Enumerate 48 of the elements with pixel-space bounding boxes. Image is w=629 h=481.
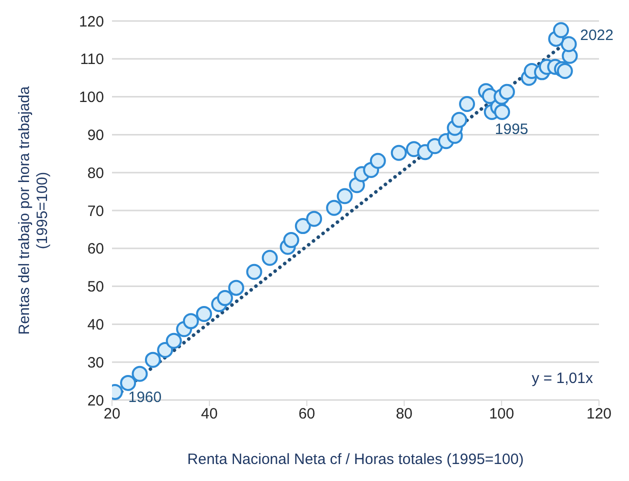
point: [120, 374, 136, 391]
point: [283, 232, 300, 248]
y-tick-label: 20: [87, 392, 104, 410]
point: [144, 352, 161, 368]
x-tick-label: 20: [104, 406, 120, 423]
annotation: 1960: [128, 389, 162, 406]
x-tick-label: 40: [201, 406, 218, 423]
x-tick-label: 80: [396, 406, 413, 423]
point: [560, 36, 577, 52]
y-tick-label: 50: [87, 278, 104, 296]
y-tick-label: 80: [87, 164, 104, 182]
point: [326, 200, 342, 216]
point: [262, 250, 278, 266]
y-tick-label: 110: [80, 51, 104, 68]
y-tick-label: 120: [78, 13, 104, 30]
point: [216, 290, 233, 306]
point: [196, 306, 212, 322]
point: [553, 22, 570, 38]
x-tick-label: 120: [586, 406, 612, 423]
point: [498, 84, 515, 100]
point: [228, 280, 244, 296]
y-tick-label: 100: [78, 89, 104, 106]
point: [306, 210, 322, 227]
point: [246, 264, 262, 280]
point: [336, 188, 353, 204]
point: [390, 144, 407, 161]
point: [556, 63, 573, 80]
y-axis-title: Rentas del trabajo por hora trabajada (1995=100): [16, 86, 51, 335]
annotation: 2022: [580, 27, 614, 44]
point: [132, 366, 148, 382]
x-tick-label: 60: [298, 406, 316, 423]
point: [494, 104, 510, 120]
x-tick-label: 100: [489, 406, 514, 423]
point: [451, 112, 468, 128]
y-tick-label: 60: [87, 240, 104, 258]
point: [294, 218, 311, 234]
point: [370, 152, 386, 169]
point: [166, 332, 182, 349]
point: [182, 313, 199, 330]
y-tick-label: 70: [87, 202, 104, 220]
y-tick-label: 30: [87, 354, 104, 372]
y-tick-label: 40: [87, 316, 104, 334]
annotation: y = 1,01x: [532, 370, 594, 387]
point: [157, 342, 174, 358]
y-tick-label: 90: [87, 127, 104, 144]
annotation: 1995: [494, 120, 528, 138]
point: [459, 96, 476, 112]
x-axis-title: Renta Nacional Neta cf / Horas totales (1995=100): [187, 451, 524, 468]
